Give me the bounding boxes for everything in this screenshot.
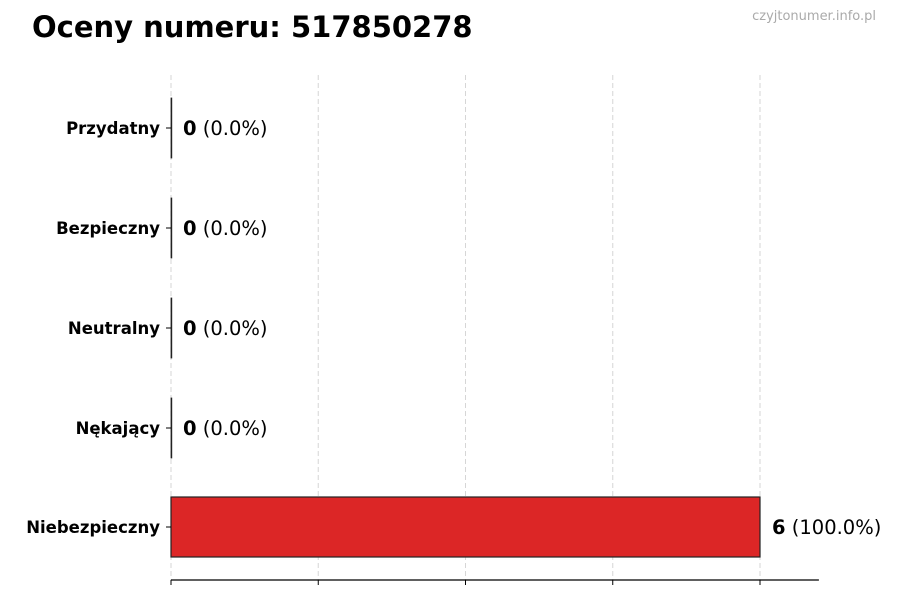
data-label-percent: (0.0%): [197, 417, 268, 440]
data-label-count: 0: [183, 117, 197, 140]
data-label-percent: (100.0%): [786, 516, 882, 539]
category-label: Nękający: [76, 419, 161, 438]
chart-title: Oceny numeru: 517850278: [32, 10, 473, 44]
bar: [170, 97, 173, 159]
data-label-percent: (0.0%): [197, 317, 268, 340]
bar: [170, 397, 173, 459]
bar: [170, 297, 173, 359]
data-label: 0 (0.0%): [183, 317, 268, 340]
data-label-percent: (0.0%): [197, 117, 268, 140]
data-label-count: 0: [183, 317, 197, 340]
category-label: Przydatny: [66, 119, 160, 138]
data-label-count: 6: [772, 516, 786, 539]
bar: [170, 197, 173, 259]
data-label-count: 0: [183, 217, 197, 240]
category-label: Niebezpieczny: [26, 518, 160, 537]
data-label-percent: (0.0%): [197, 217, 268, 240]
watermark: czyjtonumer.info.pl: [752, 9, 876, 24]
data-label: 0 (0.0%): [183, 217, 268, 240]
data-label: 0 (0.0%): [183, 417, 268, 440]
category-label: Neutralny: [68, 319, 160, 338]
data-label: 6 (100.0%): [772, 516, 881, 539]
data-label-count: 0: [183, 417, 197, 440]
data-label: 0 (0.0%): [183, 117, 268, 140]
bar: [170, 496, 761, 558]
category-label: Bezpieczny: [56, 219, 160, 238]
